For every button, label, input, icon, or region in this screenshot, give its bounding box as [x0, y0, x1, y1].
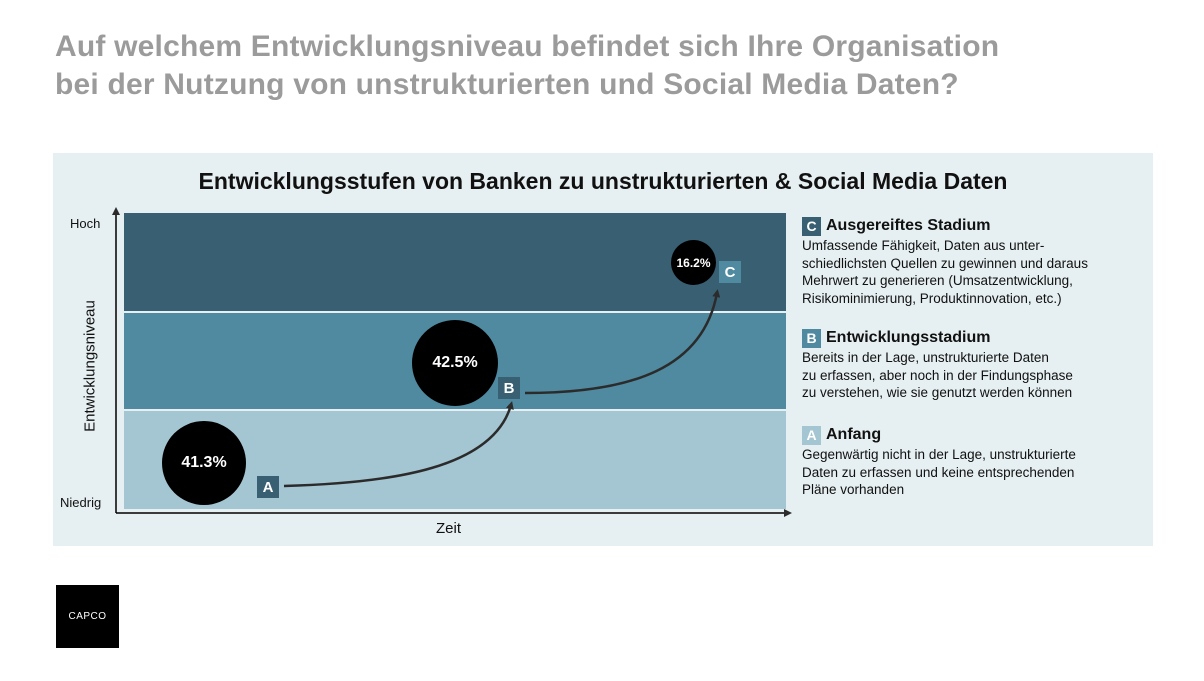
diagram-panel: Entwicklungsstufen von Banken zu unstruk… — [53, 153, 1153, 546]
legend-line: Daten zu erfassen und keine entsprechend… — [802, 464, 1075, 480]
bubble-stage-c: 16.2% — [671, 240, 716, 285]
page-title: Auf welchem Entwicklungsniveau befindet … — [55, 28, 1175, 104]
marker-stage-b: B — [498, 377, 520, 399]
bubble-stage-a: 41.3% — [162, 421, 246, 505]
y-axis-low-label: Niedrig — [60, 495, 102, 510]
legend-heading-text: Anfang — [826, 426, 882, 443]
legend-heading-text: Ausgereiftes Stadium — [826, 217, 991, 234]
y-axis-title: Entwicklungsniveau — [81, 300, 99, 432]
legend-description: Umfassende Fähigkeit, Daten aus unter- s… — [802, 237, 1152, 307]
y-axis-high-label: Hoch — [70, 216, 101, 231]
diagram-title: Entwicklungsstufen von Banken zu unstruk… — [198, 168, 1008, 194]
legend-stage-a: A Anfang Gegenwärtig nicht in der Lage, … — [802, 425, 1152, 499]
capco-logo: CAPCO — [56, 585, 119, 648]
legend-description: Gegenwärtig nicht in der Lage, unstruktu… — [802, 446, 1152, 499]
legend-line: Pläne vorhanden — [802, 482, 905, 497]
legend-line: zu erfassen, aber noch in der Findungsph… — [802, 367, 1073, 383]
legend-letter-b: B — [802, 328, 821, 348]
legend-heading-text: Entwicklungsstadium — [826, 329, 991, 346]
bubble-stage-b: 42.5% — [412, 320, 498, 406]
legend-heading: A Anfang — [802, 425, 1152, 445]
marker-stage-c: C — [719, 261, 741, 283]
legend-heading: B Entwicklungsstadium — [802, 328, 1152, 348]
legend-line: Gegenwärtig nicht in der Lage, unstruktu… — [802, 447, 1076, 462]
arrow-b-to-c — [524, 289, 721, 395]
marker-stage-a: A — [257, 476, 279, 498]
legend-line: zu verstehen, wie sie genutzt werden kön… — [802, 385, 1073, 400]
x-axis-title: Zeit — [436, 520, 462, 537]
legend-letter-a: A — [802, 425, 821, 445]
legend-line: Risikominimierung, Produktinnovation, et… — [802, 290, 1062, 306]
legend-letter-c: C — [802, 216, 821, 236]
legend-line: Mehrwert zu generieren (Umsatzentwicklun… — [802, 273, 1073, 288]
legend-stage-c: C Ausgereiftes Stadium Umfassende Fähigk… — [802, 216, 1152, 307]
diagram-overlay — [112, 207, 792, 517]
page-title-line-1: Auf welchem Entwicklungsniveau befindet … — [55, 30, 1000, 63]
legend-stage-b: B Entwicklungsstadium Bereits in der Lag… — [802, 328, 1152, 402]
legend-line: schiedlichsten Quellen zu gewinnen und d… — [802, 255, 1088, 271]
page-title-line-2: bei der Nutzung von unstrukturierten und… — [55, 68, 959, 101]
arrow-a-to-b — [283, 401, 514, 488]
legend-heading: C Ausgereiftes Stadium — [802, 216, 1152, 236]
legend-line: Bereits in der Lage, unstrukturierte Dat… — [802, 350, 1049, 365]
legend-description: Bereits in der Lage, unstrukturierte Dat… — [802, 349, 1152, 402]
legend-line: Umfassende Fähigkeit, Daten aus unter- — [802, 238, 1045, 253]
